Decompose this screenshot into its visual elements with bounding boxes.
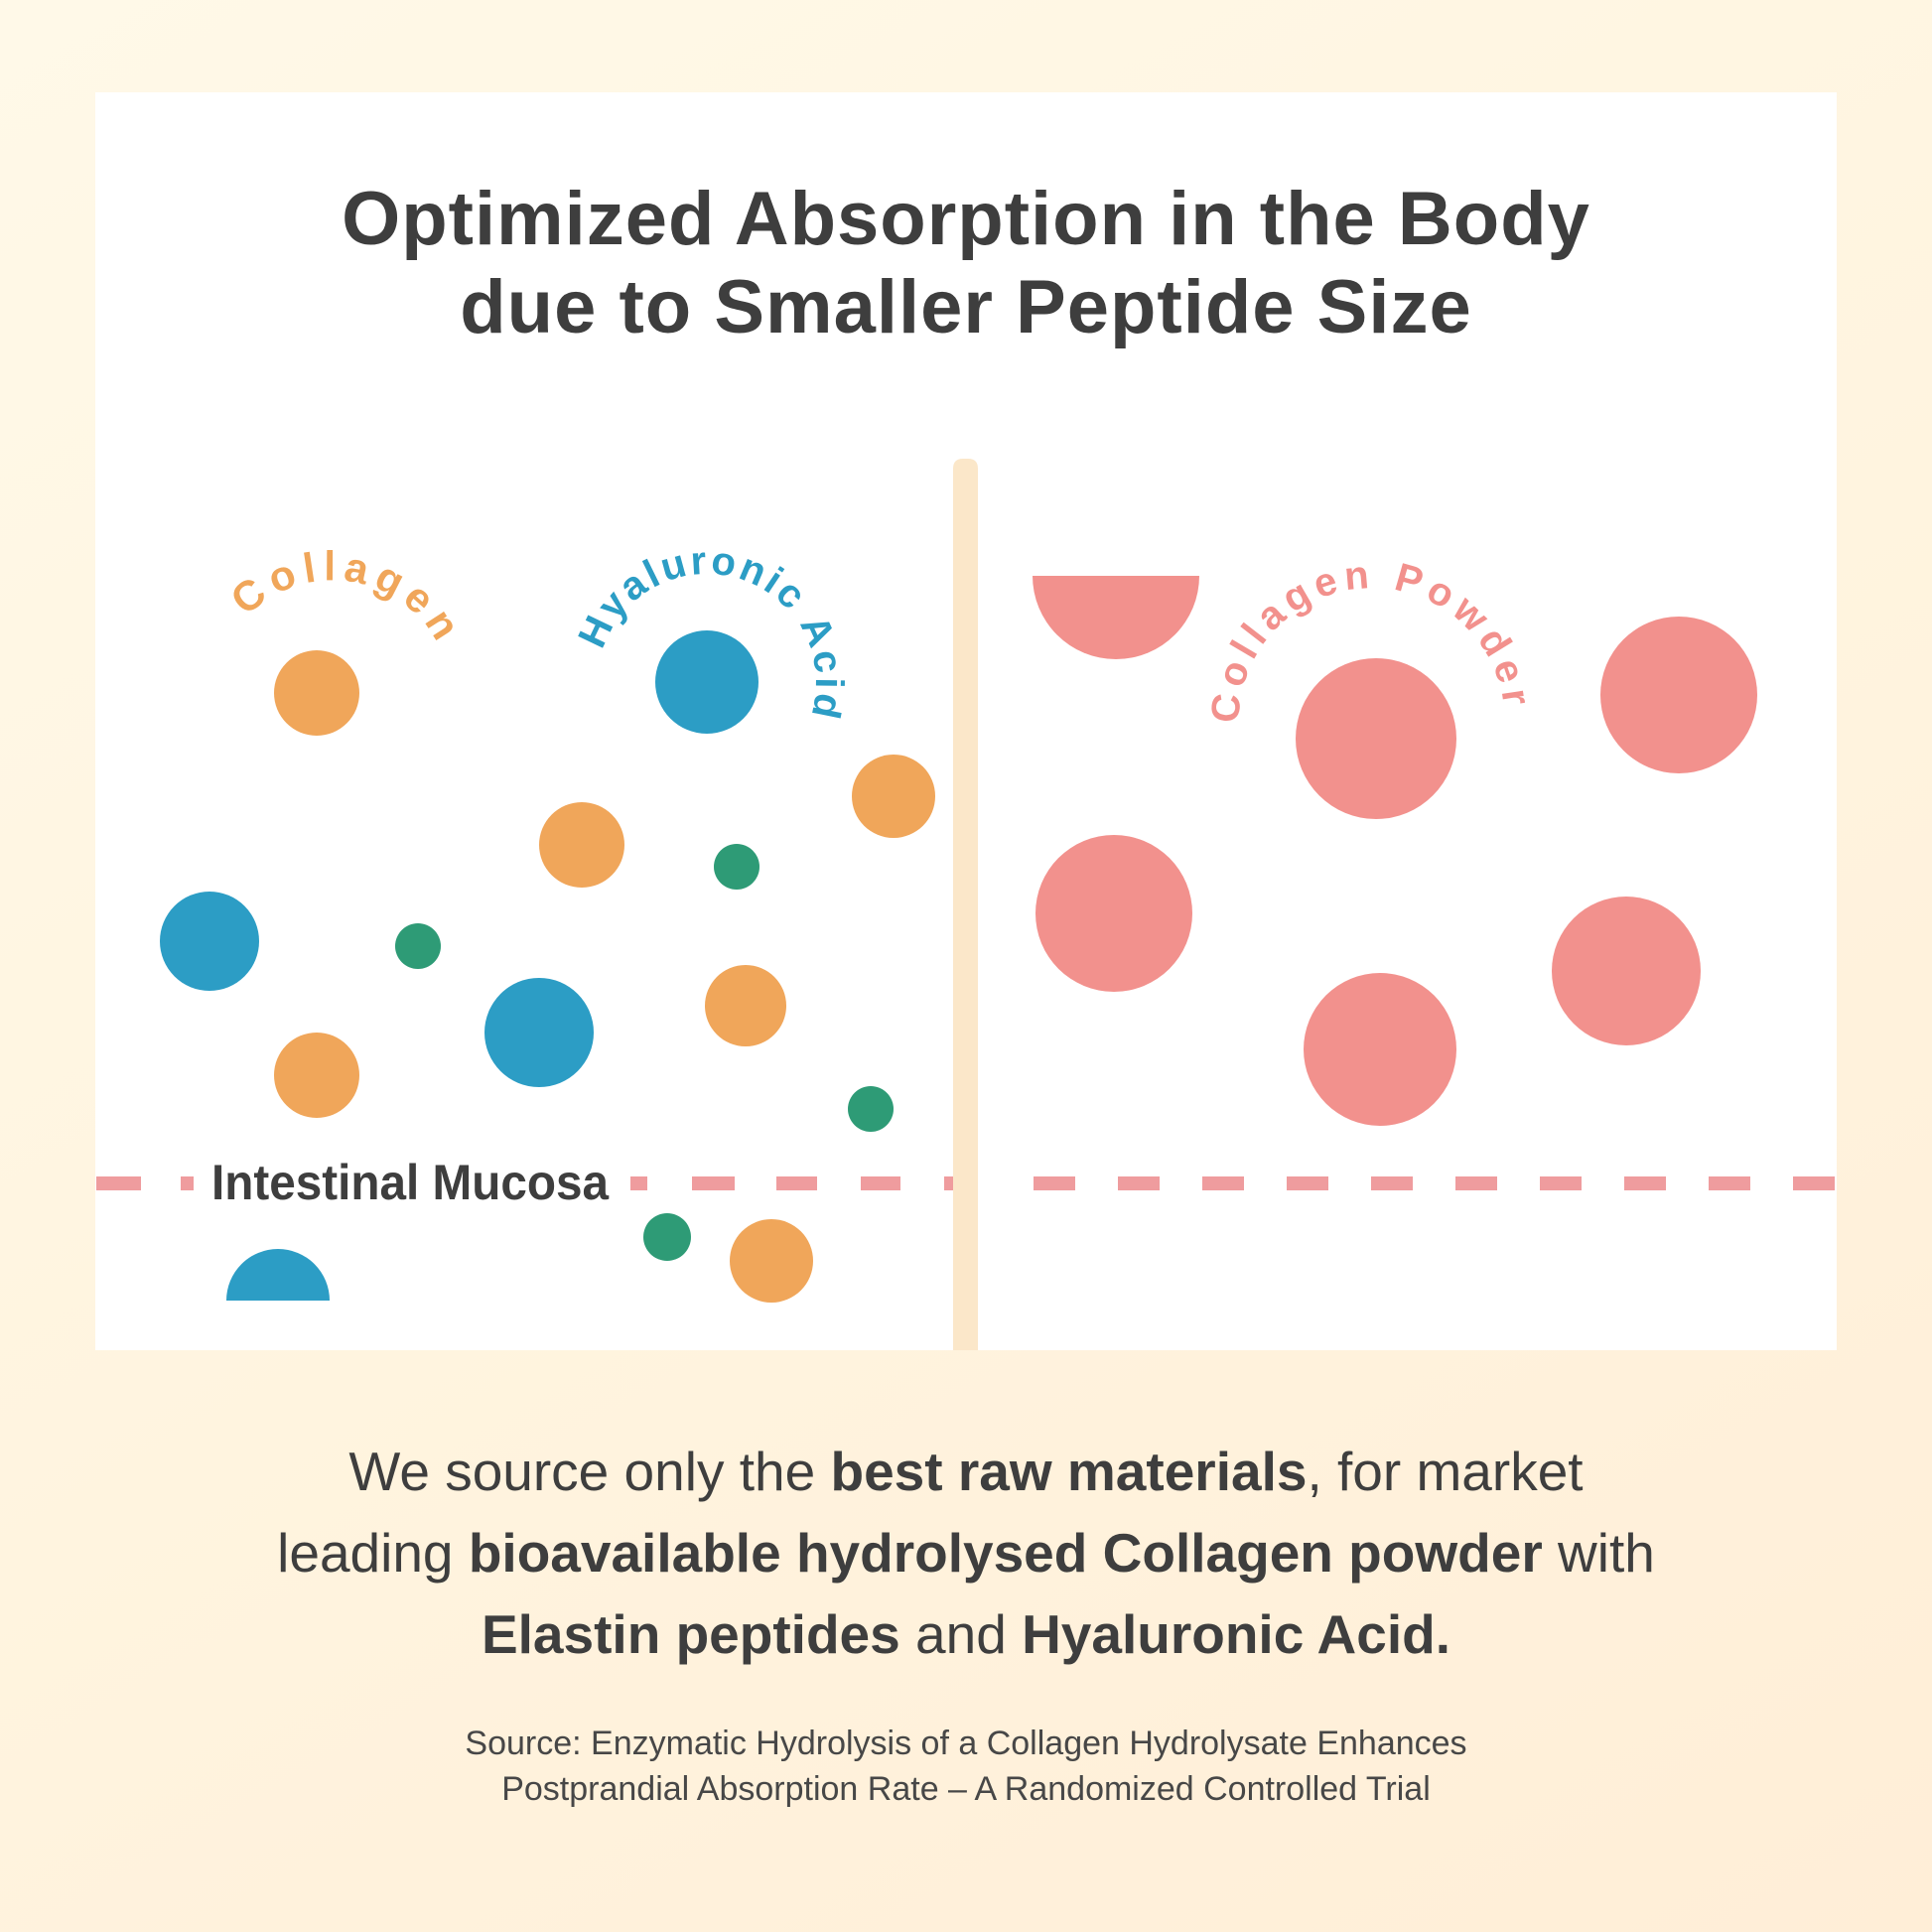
molecule-pink [1600, 617, 1757, 773]
body-bold-segment: bioavailable hydrolysed Collagen powder [468, 1522, 1543, 1584]
molecule-pink-half [1033, 576, 1199, 659]
body-regular-segment: and [899, 1603, 1023, 1665]
title-line-1: Optimized Absorption in the Body [342, 177, 1590, 261]
body-copy-line-1: We source only the best raw materials, f… [0, 1431, 1932, 1512]
body-regular-segment: , for market [1307, 1441, 1584, 1502]
molecule-green [643, 1213, 691, 1261]
molecule-orange [852, 755, 935, 838]
body-regular-segment: We source only the [348, 1441, 831, 1502]
molecule-orange [274, 650, 359, 736]
left-panel-molecules [160, 630, 935, 1303]
title-line-2: due to Smaller Peptide Size [460, 265, 1472, 349]
body-copy: We source only the best raw materials, f… [0, 1431, 1932, 1675]
infographic-title: Optimized Absorption in the Body due to … [0, 175, 1932, 351]
source-line-2: Postprandial Absorption Rate – A Randomi… [501, 1770, 1431, 1808]
molecule-blue [484, 978, 594, 1087]
molecule-green [395, 923, 441, 969]
molecule-green [714, 844, 759, 890]
molecule-pink [1304, 973, 1456, 1126]
right-panel-molecules [1033, 576, 1757, 1126]
body-copy-line-2: leading bioavailable hydrolysed Collagen… [0, 1512, 1932, 1593]
molecule-orange [539, 802, 624, 888]
molecule-blue [160, 892, 259, 991]
body-copy-line-3: Elastin peptides and Hyaluronic Acid. [0, 1593, 1932, 1675]
intestinal-mucosa-label: Intestinal Mucosa [211, 1155, 610, 1210]
body-bold-segment: Hyaluronic Acid. [1022, 1603, 1451, 1665]
molecule-green [848, 1086, 894, 1132]
molecule-blue-half [226, 1249, 330, 1301]
molecule-orange [274, 1033, 359, 1118]
molecule-orange [730, 1219, 813, 1303]
molecule-orange [705, 965, 786, 1046]
body-regular-segment: with [1542, 1522, 1655, 1584]
molecule-pink [1035, 835, 1192, 992]
molecule-pink [1552, 897, 1701, 1045]
body-bold-segment: best raw materials [830, 1441, 1308, 1502]
body-regular-segment: leading [277, 1522, 469, 1584]
panel-divider [953, 459, 978, 1350]
molecule-pink [1296, 658, 1456, 819]
molecule-blue [655, 630, 759, 734]
source-citation: Source: Enzymatic Hydrolysis of a Collag… [0, 1721, 1932, 1812]
source-line-1: Source: Enzymatic Hydrolysis of a Collag… [465, 1725, 1467, 1762]
body-bold-segment: Elastin peptides [481, 1603, 900, 1665]
